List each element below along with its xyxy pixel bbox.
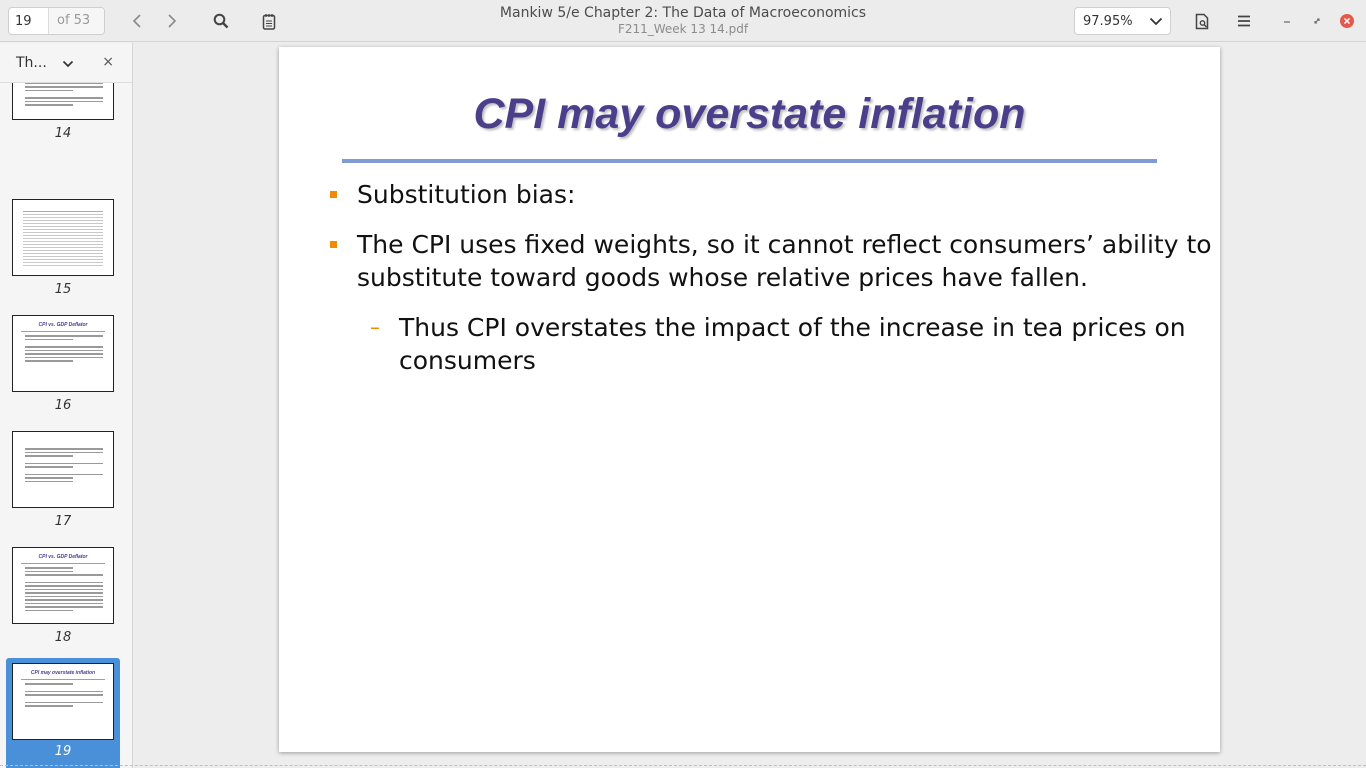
bullet-text-line: Thus CPI overstates the impact of the in…: [399, 313, 1186, 342]
document-filename: F211_Week 13 14.pdf: [617, 22, 749, 36]
sub-bullet-item: – Thus CPI overstates the impact of the …: [370, 311, 1186, 377]
minimize-icon: [1284, 21, 1290, 23]
sidebar-header: Th... ×: [0, 43, 132, 83]
thumbnail-page-number: 18: [54, 630, 72, 645]
thumbnail-image: [12, 431, 114, 508]
thumbnail-page-19[interactable]: CPI may overstate inflation 19: [6, 658, 120, 768]
thumbnails-sidebar: Th... × 14: [0, 43, 133, 768]
thumbnail-title: CPI vs. GDP Deflator: [38, 554, 88, 560]
page-count-label: of 53: [49, 8, 104, 34]
chevron-down-icon[interactable]: [62, 53, 74, 72]
thumbnail-page-number: 17: [54, 514, 72, 529]
page-number-entry[interactable]: of 53: [8, 7, 105, 35]
chevron-down-icon: [1140, 8, 1170, 34]
back-button[interactable]: [124, 8, 150, 34]
thumbnail-page-18[interactable]: CPI vs. GDP Deflator 18: [6, 547, 120, 659]
thumbnail-page-number: 16: [54, 398, 72, 413]
document-icon: [1195, 13, 1209, 29]
page-number-input[interactable]: [9, 8, 49, 34]
thumbnail-page-15[interactable]: 15: [6, 199, 120, 311]
document-view[interactable]: CPI may overstate inflation Substitution…: [134, 43, 1366, 768]
search-button[interactable]: [208, 8, 234, 34]
header-bar: of 53 Mankiw 5/e Chapter 2: The Data of …: [0, 0, 1366, 42]
square-bullet-icon: [330, 241, 337, 248]
thumbnail-image: CPI vs. GDP Deflator: [12, 547, 114, 624]
title-underline: [342, 159, 1157, 163]
zoom-select[interactable]: 97.95%: [1074, 7, 1171, 35]
thumbnail-page-17[interactable]: 17: [6, 431, 120, 543]
document-title: Mankiw 5/e Chapter 2: The Data of Macroe…: [499, 5, 867, 21]
thumbnail-image: CPI may overstate inflation: [12, 663, 114, 740]
sidebar-close-button[interactable]: ×: [102, 54, 114, 70]
annotations-button[interactable]: [256, 8, 282, 34]
thumbnail-page-number: 14: [54, 126, 72, 141]
window-title: Mankiw 5/e Chapter 2: The Data of Macroe…: [383, 5, 983, 37]
bullet-item: Substitution bias:: [330, 178, 576, 211]
bullet-text-line: consumers: [399, 346, 536, 375]
zoom-value: 97.95%: [1083, 13, 1133, 29]
bullet-item: The CPI uses fixed weights, so it cannot…: [330, 228, 1212, 294]
dash-bullet-icon: –: [370, 315, 380, 339]
thumbnail-page-16[interactable]: CPI vs. GDP Deflator 16: [6, 315, 120, 427]
sidebar-mode-label[interactable]: Th...: [16, 54, 47, 71]
thumbnail-title: CPI vs. GDP Deflator: [38, 322, 88, 328]
restore-icon: [1314, 18, 1320, 24]
document-properties-button[interactable]: [1189, 8, 1215, 34]
minimize-button[interactable]: [1279, 13, 1295, 29]
forward-button[interactable]: [159, 8, 185, 34]
window-bottom-border: [0, 765, 1366, 766]
chevron-left-icon: [132, 14, 141, 28]
menu-button[interactable]: [1231, 8, 1257, 34]
bullet-text-line: The CPI uses fixed weights, so it cannot…: [357, 230, 1212, 259]
slide-title: CPI may overstate inflation: [473, 90, 1026, 138]
thumbnail-image: CPI vs. GDP Deflator: [12, 315, 114, 392]
hamburger-icon: [1238, 15, 1250, 27]
thumbnail-page-number: 15: [54, 282, 72, 297]
chevron-right-icon: [168, 14, 177, 28]
search-icon: [213, 13, 229, 29]
thumbnail-title: CPI may overstate inflation: [30, 670, 96, 676]
bullet-text: Substitution bias:: [357, 180, 576, 209]
close-button[interactable]: [1339, 13, 1355, 29]
square-bullet-icon: [330, 191, 337, 198]
pdf-page: CPI may overstate inflation Substitution…: [279, 47, 1220, 752]
restore-button[interactable]: [1309, 13, 1325, 29]
thumbnail-image: [12, 199, 114, 276]
notepad-icon: [262, 13, 276, 30]
close-icon: [1340, 14, 1354, 28]
thumbnail-page-number: 19: [54, 744, 72, 759]
bullet-text-line: substitute toward goods whose relative p…: [357, 263, 1088, 292]
